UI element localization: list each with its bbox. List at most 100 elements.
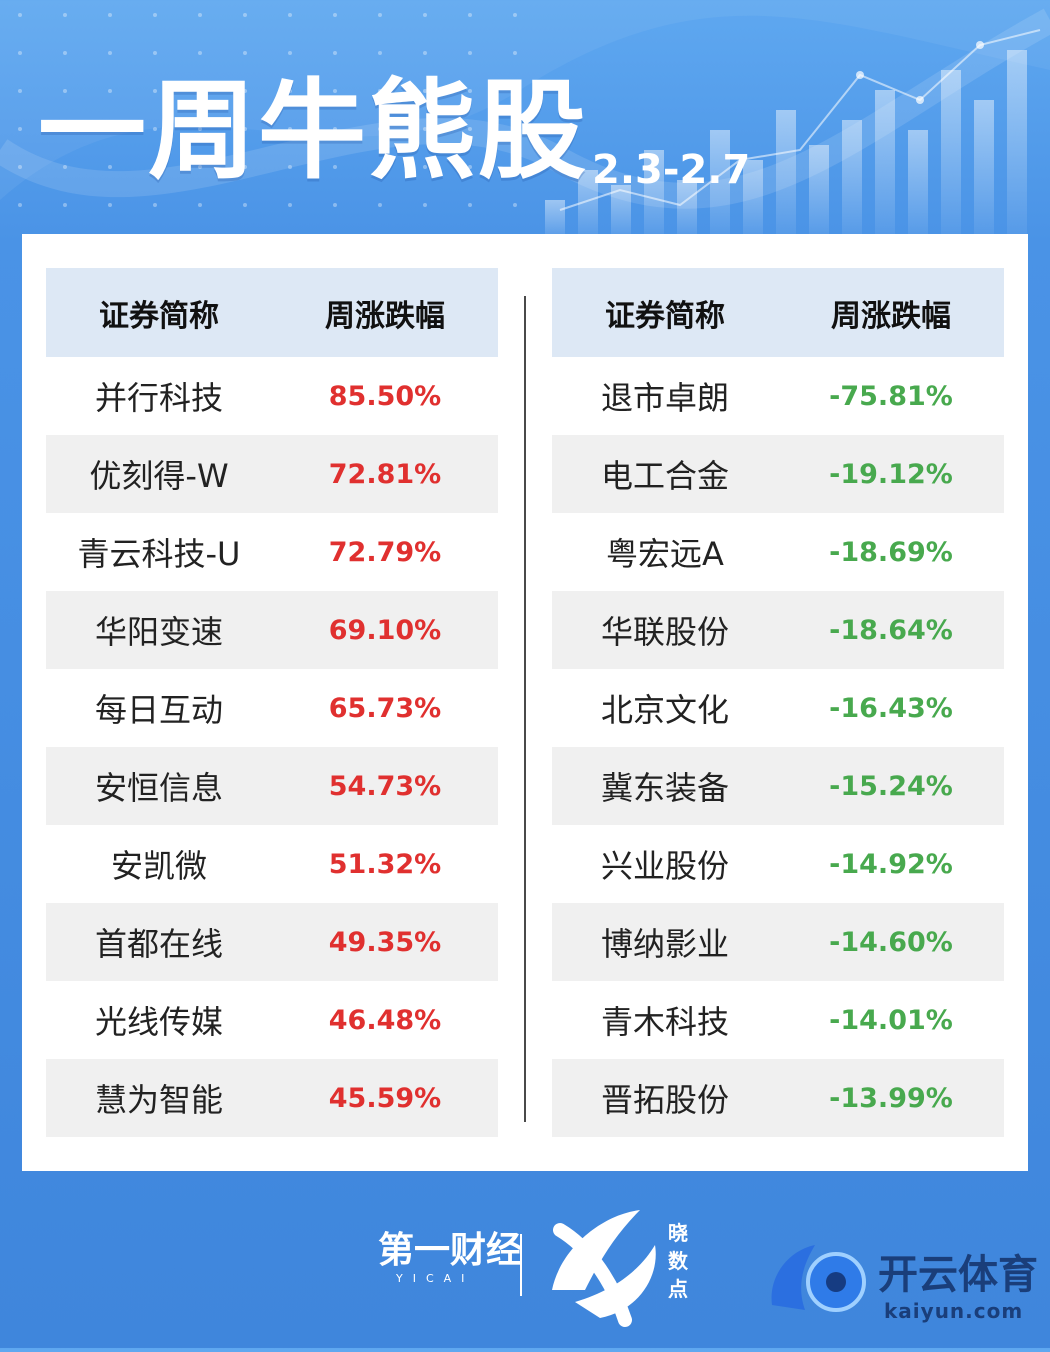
column-divider [524, 296, 526, 1122]
weekly-change: 45.59% [328, 1082, 442, 1114]
weekly-change: -14.01% [829, 1004, 953, 1036]
weekly-change: -18.64% [829, 614, 953, 646]
weekly-change: 54.73% [328, 770, 442, 802]
hero-dot [108, 127, 112, 131]
stock-name: 青云科技-U [77, 535, 241, 573]
table-row: 优刻得-W 72.81% [46, 435, 498, 513]
weekly-change: -16.43% [829, 692, 953, 724]
hero-dot [243, 203, 247, 207]
hero-dot [63, 127, 67, 131]
table-row: 青云科技-U 72.79% [46, 513, 498, 591]
weekly-change: -18.69% [829, 536, 953, 568]
hero-dot [468, 89, 472, 93]
weekly-change: -19.12% [829, 458, 953, 490]
hero-dot [243, 13, 247, 17]
hero-dot [108, 89, 112, 93]
stock-name: 光线传媒 [94, 1003, 223, 1041]
hero-dot [333, 127, 337, 131]
hero-dot [333, 51, 337, 55]
hero-dot [288, 165, 292, 169]
hero-dot [153, 51, 157, 55]
hero-dot [288, 51, 292, 55]
table-row: 首都在线 49.35% [46, 903, 498, 981]
hero-dot [198, 203, 202, 207]
hero-bar [578, 170, 598, 240]
hero-bar [974, 100, 994, 240]
hero-bar [710, 130, 730, 240]
hero-dot [198, 51, 202, 55]
hero-dot [513, 89, 517, 93]
hero-dot [423, 51, 427, 55]
hero-dot [423, 203, 427, 207]
hero-bar [1007, 50, 1027, 240]
hero-bar [809, 145, 829, 240]
table-row: 华联股份 -18.64% [552, 591, 1004, 669]
column-header-name: 证券简称 [605, 298, 725, 334]
hero-dot [198, 127, 202, 131]
hero-dot [153, 13, 157, 17]
weekly-change: 49.35% [328, 926, 442, 958]
kaiyun-logo: 开云体育 kaiyun.com [771, 1245, 1038, 1323]
hero-dot [108, 51, 112, 55]
weekly-change: 51.32% [328, 848, 442, 880]
column-header-change: 周涨跌幅 [325, 298, 445, 334]
hero-dot [63, 165, 67, 169]
hero-dot [288, 13, 292, 17]
hero-dot [153, 127, 157, 131]
weekly-change: -14.60% [829, 926, 953, 958]
date-range: 2.3-2.7 [592, 147, 751, 193]
stock-name: 北京文化 [600, 691, 729, 729]
page-title: 一周牛熊股 [38, 69, 589, 194]
table-row: 博纳影业 -14.60% [552, 903, 1004, 981]
hero-dot [378, 89, 382, 93]
hero-dot [198, 13, 202, 17]
hero-bar [743, 160, 763, 240]
hero-dot [378, 203, 382, 207]
weekly-change: 72.79% [328, 536, 442, 568]
weekly-change: -14.92% [829, 848, 953, 880]
footer: 第一财经 YICAI 晓 数 点 开云体育 kaiyun.com [0, 1190, 1050, 1348]
table-row: 光线传媒 46.48% [46, 981, 498, 1059]
column-header-change: 周涨跌幅 [831, 298, 951, 334]
hero-dot [333, 13, 337, 17]
table-row: 慧为智能 45.59% [46, 1059, 498, 1137]
hero-dot [288, 203, 292, 207]
hero-dot [468, 203, 472, 207]
hero-dot [243, 51, 247, 55]
hero-dot [468, 13, 472, 17]
hero-dot [153, 203, 157, 207]
hero-dot [108, 203, 112, 207]
hero-dot [18, 13, 22, 17]
hero-bar [842, 120, 862, 240]
hero-dot [18, 203, 22, 207]
hero-dot [243, 127, 247, 131]
hero-bar [776, 110, 796, 240]
stock-name: 并行科技 [94, 379, 223, 417]
hero-dot [378, 127, 382, 131]
hero-dot [18, 127, 22, 131]
bear-table: 证券简称 周涨跌幅 退市卓朗 -75.81% 电工合金 -19.12% 粤宏远A -18.… [552, 268, 1004, 1137]
hero-dot [288, 89, 292, 93]
table-row: 退市卓朗 -75.81% [552, 357, 1004, 435]
table-row: 北京文化 -16.43% [552, 669, 1004, 747]
hero-dot [333, 203, 337, 207]
rankings-card: 证券简称 周涨跌幅 并行科技 85.50% 优刻得-W 72.81% 青云科技-U 72.… [22, 234, 1028, 1171]
hero-dot [108, 13, 112, 17]
table-row: 每日互动 65.73% [46, 669, 498, 747]
stock-name: 博纳影业 [600, 925, 729, 963]
hero-bar [941, 70, 961, 240]
stock-name: 青木科技 [600, 1003, 729, 1041]
hero-dot [333, 89, 337, 93]
xiaoshudian-char-2: 数 [668, 1249, 689, 1273]
hero-dot [423, 165, 427, 169]
table-row: 粤宏远A -18.69% [552, 513, 1004, 591]
weekly-change: 65.73% [328, 692, 442, 724]
weekly-change: -75.81% [829, 380, 953, 412]
hero-dot [378, 165, 382, 169]
footer-logos: 第一财经 YICAI 晓 数 点 开云体育 kaiyun.com [378, 1210, 1038, 1327]
xiaoshudian-char-3: 点 [668, 1277, 688, 1301]
hero-banner: 一周牛熊股 2.3-2.7 [0, 0, 1050, 240]
table-row: 晋拓股份 -13.99% [552, 1059, 1004, 1137]
logo-divider [520, 1234, 522, 1296]
bear-table-header: 证券简称 周涨跌幅 [552, 268, 1004, 357]
